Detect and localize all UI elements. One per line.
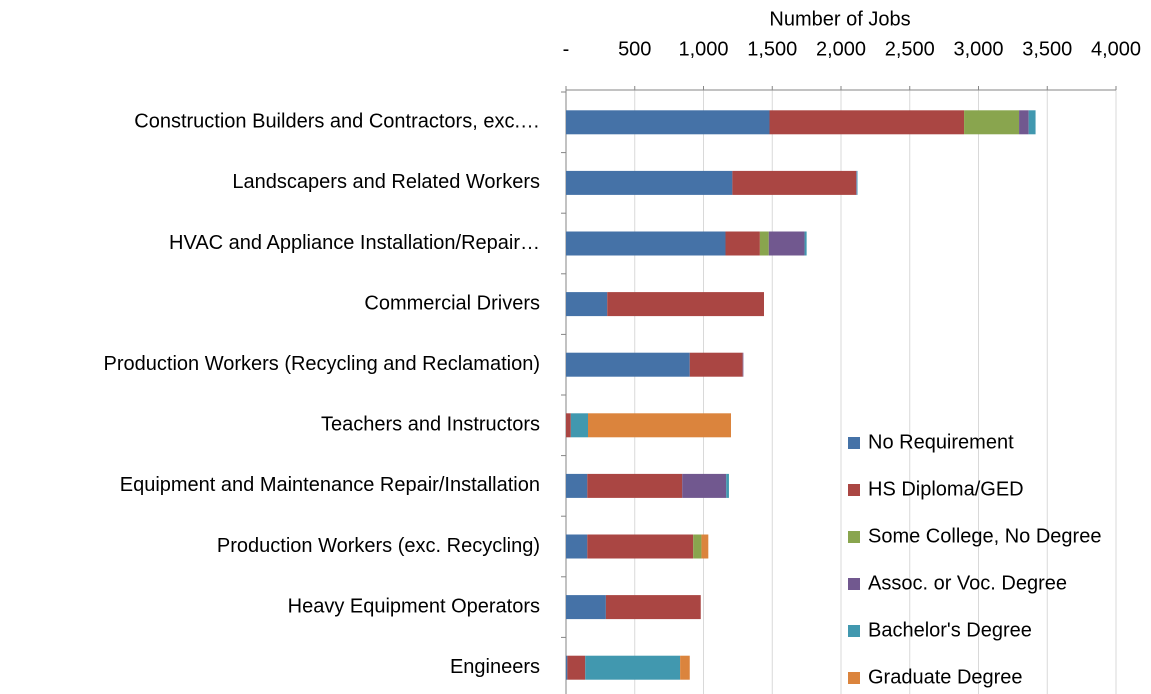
legend-swatch	[848, 625, 860, 637]
bar-segment	[742, 352, 744, 377]
x-tick-label: -	[563, 38, 570, 60]
legend-label: HS Diploma/GED	[868, 478, 1024, 500]
y-tick-label: Engineers	[450, 656, 540, 678]
bar-segment	[566, 170, 733, 195]
bar-segment	[693, 534, 702, 559]
legend-label: No Requirement	[868, 431, 1014, 453]
bar-segment	[725, 231, 760, 256]
bar-segment	[856, 170, 858, 195]
bar-segment	[587, 473, 683, 498]
x-tick-label: 2,500	[885, 38, 935, 60]
bar-segment	[1019, 110, 1029, 135]
bar-segment	[964, 110, 1020, 135]
bar-segment	[566, 534, 588, 559]
legend-swatch	[848, 437, 860, 449]
x-tick-label: 1,500	[747, 38, 797, 60]
y-tick-label: Commercial Drivers	[364, 292, 540, 314]
bar-segment	[566, 655, 568, 680]
bar-segment	[680, 655, 690, 680]
x-axis-title: Number of Jobs	[769, 8, 910, 30]
x-tick-label: 500	[618, 38, 651, 60]
legend-swatch	[848, 531, 860, 543]
bar-segment	[769, 110, 965, 135]
bar-segment	[856, 170, 857, 195]
bar-segment	[682, 473, 727, 498]
legend-label: Assoc. or Voc. Degree	[868, 572, 1067, 594]
bar-segment	[566, 292, 608, 317]
bar-segment	[759, 231, 769, 256]
x-tick-label: 3,000	[953, 38, 1003, 60]
bar-segment	[768, 231, 805, 256]
bar-segment	[804, 231, 807, 256]
y-tick-label: Production Workers (Recycling and Reclam…	[104, 353, 540, 375]
x-tick-label: 4,000	[1091, 38, 1141, 60]
bar-segment	[1028, 110, 1036, 135]
bar-segment	[566, 110, 770, 135]
x-tick-label: 3,500	[1022, 38, 1072, 60]
bar-segment	[732, 170, 857, 195]
bar-segment	[566, 231, 726, 256]
y-tick-label: HVAC and Appliance Installation/Repair…	[169, 232, 540, 254]
bar-segment	[566, 413, 571, 438]
bar-segment	[726, 473, 729, 498]
bar-segment	[567, 655, 586, 680]
bar-segment	[570, 413, 588, 438]
bar-segment	[566, 352, 690, 377]
y-tick-label: Equipment and Maintenance Repair/Install…	[120, 474, 540, 496]
y-tick-label: Heavy Equipment Operators	[288, 595, 540, 617]
legend-label: Graduate Degree	[868, 666, 1023, 688]
legend-swatch	[848, 484, 860, 496]
legend-label: Bachelor's Degree	[868, 619, 1032, 641]
bar-segment	[585, 655, 681, 680]
bar-segment	[588, 413, 731, 438]
bar-segment	[566, 595, 606, 620]
bar-segment	[605, 595, 701, 620]
bar-segment	[607, 292, 764, 317]
x-tick-label: 2,000	[816, 38, 866, 60]
x-tick-label: 1,000	[678, 38, 728, 60]
bar-segment	[566, 473, 588, 498]
y-tick-label: Production Workers (exc. Recycling)	[217, 535, 540, 557]
legend-swatch	[848, 578, 860, 590]
bar-segment	[587, 534, 694, 559]
bar-segment	[701, 534, 709, 559]
legend-label: Some College, No Degree	[868, 525, 1101, 547]
legend-swatch	[848, 672, 860, 684]
y-tick-label: Teachers and Instructors	[321, 414, 540, 436]
y-tick-label: Landscapers and Related Workers	[232, 171, 540, 193]
y-tick-label: Construction Builders and Contractors, e…	[134, 111, 540, 133]
bar-segment	[689, 352, 743, 377]
